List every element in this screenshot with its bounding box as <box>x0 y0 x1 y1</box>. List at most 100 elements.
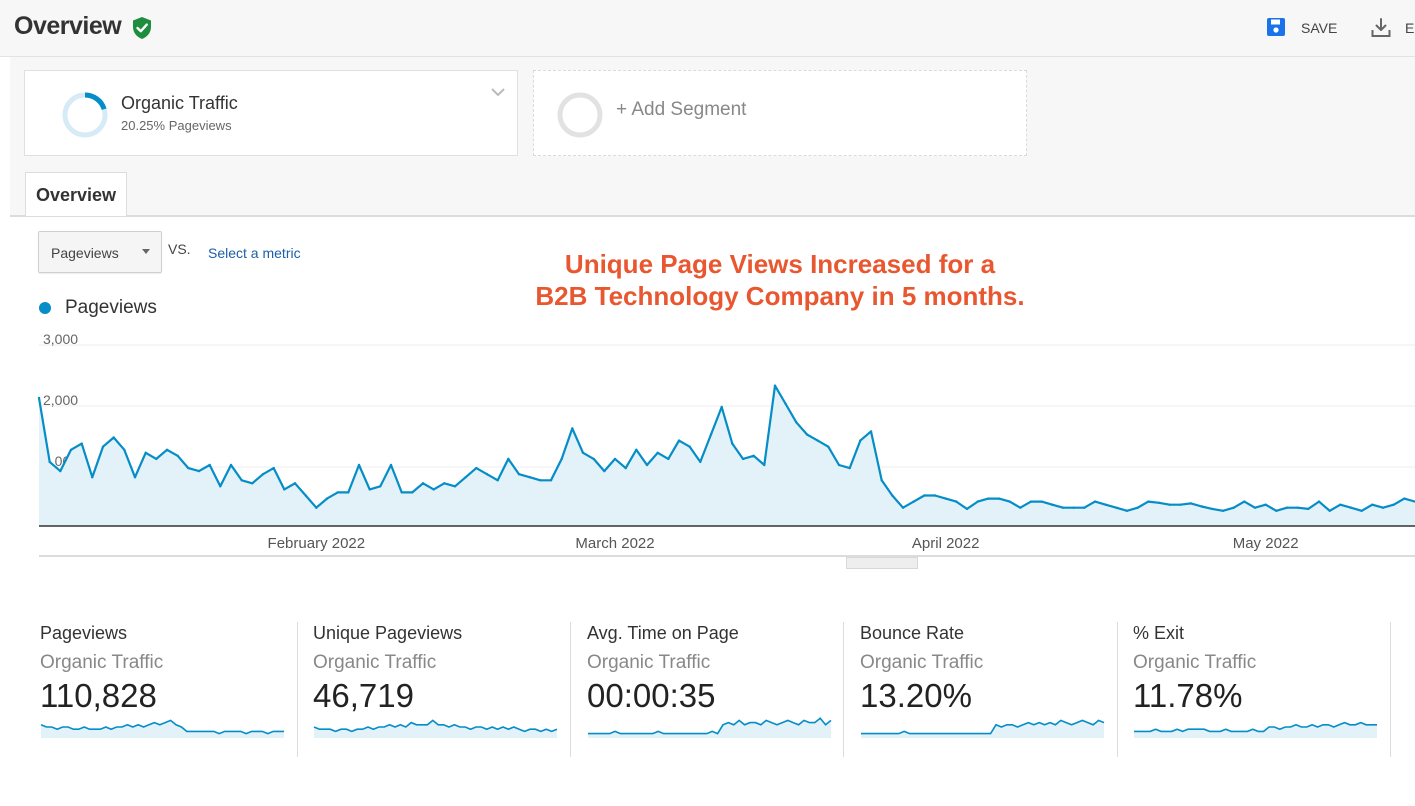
pageviews-point[interactable] <box>1339 503 1342 506</box>
pageviews-point[interactable] <box>123 448 126 451</box>
pageviews-point[interactable] <box>421 482 425 485</box>
pageviews-point[interactable] <box>1403 497 1406 500</box>
pageviews-point[interactable] <box>379 485 382 488</box>
pageviews-point[interactable] <box>1072 506 1075 509</box>
pageviews-point[interactable] <box>443 482 446 485</box>
pageviews-point[interactable] <box>827 445 830 448</box>
pageviews-point[interactable] <box>1349 506 1353 509</box>
pageviews-point[interactable] <box>464 476 467 479</box>
pageviews-point[interactable] <box>400 491 403 494</box>
pageviews-point[interactable] <box>411 491 414 494</box>
pageviews-point[interactable] <box>187 466 190 470</box>
pageviews-point[interactable] <box>1083 506 1086 509</box>
pageviews-point[interactable] <box>933 494 937 497</box>
pageviews-point[interactable] <box>1147 500 1150 503</box>
pageviews-point[interactable] <box>1200 505 1203 508</box>
pageviews-point[interactable] <box>91 476 94 479</box>
pageviews-point[interactable] <box>144 451 147 454</box>
pageviews-point[interactable] <box>283 488 286 491</box>
pageviews-point[interactable] <box>699 460 702 464</box>
pageviews-point[interactable] <box>763 463 766 467</box>
chart-expander-handle[interactable] <box>846 557 918 569</box>
pageviews-point[interactable] <box>581 451 585 454</box>
pageviews-point[interactable] <box>677 439 681 442</box>
pageviews-point[interactable] <box>1136 506 1139 509</box>
pageviews-point[interactable] <box>560 457 563 461</box>
pageviews-point[interactable] <box>165 448 169 451</box>
pageviews-point[interactable] <box>955 500 958 503</box>
metric-select[interactable]: Pageviews <box>38 231 162 273</box>
pageviews-point[interactable] <box>1019 506 1022 509</box>
pageviews-point[interactable] <box>1392 503 1395 506</box>
pageviews-point[interactable] <box>613 457 617 461</box>
pageviews-point[interactable] <box>133 476 137 479</box>
chevron-down-icon[interactable] <box>489 83 507 101</box>
pageviews-point[interactable] <box>1360 509 1363 512</box>
pageviews-point[interactable] <box>848 466 851 470</box>
pageviews-point[interactable] <box>1157 501 1161 504</box>
pageviews-point[interactable] <box>1381 506 1385 509</box>
pageviews-point[interactable] <box>1307 507 1310 511</box>
pageviews-point[interactable] <box>656 451 659 454</box>
pageviews-point[interactable] <box>496 479 499 482</box>
segment-organic-traffic[interactable]: Organic Traffic 20.25% Pageviews <box>24 70 518 156</box>
pageviews-point[interactable] <box>944 497 947 500</box>
pageviews-point[interactable] <box>976 500 979 503</box>
pageviews-point[interactable] <box>667 457 670 461</box>
pageviews-point[interactable] <box>965 507 969 511</box>
pageviews-point[interactable] <box>1317 500 1321 503</box>
pageviews-point[interactable] <box>720 405 723 409</box>
pageviews-point[interactable] <box>59 469 62 473</box>
pageviews-point[interactable] <box>1029 500 1033 503</box>
pageviews-point[interactable] <box>485 473 489 476</box>
pageviews-point[interactable] <box>69 448 73 451</box>
pageviews-point[interactable] <box>336 491 339 494</box>
pageviews-point[interactable] <box>389 463 393 467</box>
pageviews-point[interactable] <box>272 466 275 470</box>
pageviews-point[interactable] <box>1061 506 1065 509</box>
pageviews-point[interactable] <box>1221 509 1225 512</box>
pageviews-point[interactable] <box>880 479 883 482</box>
pageviews-point[interactable] <box>1243 500 1246 503</box>
pageviews-point[interactable] <box>432 488 435 491</box>
pageviews-point[interactable] <box>645 463 649 467</box>
pageviews-point[interactable] <box>219 485 222 488</box>
metric-card[interactable]: Avg. Time on Page Organic Traffic 00:00:35 <box>587 620 837 750</box>
select-metric-link[interactable]: Select a metric <box>208 245 301 261</box>
save-button[interactable]: SAVE <box>1301 20 1338 36</box>
pageviews-point[interactable] <box>571 427 574 430</box>
pageviews-point[interactable] <box>1371 503 1374 506</box>
pageviews-point[interactable] <box>731 442 734 445</box>
pageviews-point[interactable] <box>869 430 873 433</box>
pageviews-point[interactable] <box>261 473 265 476</box>
pageviews-point[interactable] <box>475 466 478 470</box>
pageviews-point[interactable] <box>453 485 457 488</box>
pageviews-point[interactable] <box>507 457 510 461</box>
pageviews-point[interactable] <box>1189 502 1193 505</box>
export-button[interactable]: E <box>1405 20 1415 36</box>
pageviews-point[interactable] <box>80 442 83 445</box>
pageviews-point[interactable] <box>293 482 297 485</box>
pageviews-point[interactable] <box>603 469 606 473</box>
pageviews-point[interactable] <box>795 421 798 424</box>
pageviews-point[interactable] <box>37 396 41 400</box>
pageviews-point[interactable] <box>1232 506 1235 509</box>
pageviews-point[interactable] <box>517 473 521 476</box>
metric-card[interactable]: Unique Pageviews Organic Traffic 46,719 <box>313 620 563 750</box>
pageviews-point[interactable] <box>325 497 329 500</box>
pageviews-point[interactable] <box>816 439 819 442</box>
pageviews-point[interactable] <box>912 500 915 503</box>
pageviews-point[interactable] <box>368 488 371 491</box>
metric-card[interactable]: % Exit Organic Traffic 11.78% <box>1133 620 1383 750</box>
pageviews-point[interactable] <box>1093 500 1097 503</box>
pageviews-point[interactable] <box>347 491 350 494</box>
pageviews-point[interactable] <box>1040 500 1043 503</box>
pageviews-point[interactable] <box>773 384 777 387</box>
pageviews-point[interactable] <box>987 497 990 500</box>
metric-card[interactable]: Pageviews Organic Traffic 110,828 <box>40 620 290 750</box>
floppy-disk-icon[interactable] <box>1266 17 1286 37</box>
pageviews-point[interactable] <box>635 448 638 451</box>
pageviews-point[interactable] <box>1264 503 1267 506</box>
pageviews-point[interactable] <box>304 494 307 497</box>
pageviews-point[interactable] <box>357 463 361 467</box>
